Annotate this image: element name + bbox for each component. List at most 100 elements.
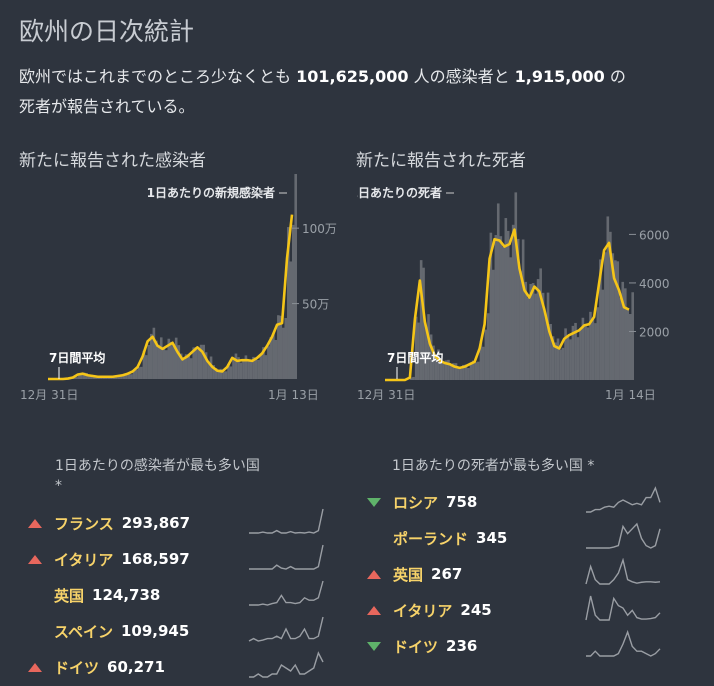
y-tick-label: 50万 (302, 298, 329, 312)
daily-bar (496, 203, 500, 380)
daily-bar (442, 362, 445, 380)
daily-bar (264, 355, 268, 379)
daily-bar (516, 238, 520, 380)
daily-bar (477, 361, 480, 380)
daily-bar (242, 359, 245, 379)
daily-bar (120, 375, 123, 379)
country-name: 英国 (393, 565, 424, 584)
country-name: スペイン (54, 622, 113, 641)
daily-bar (184, 354, 188, 379)
sparkline-path (585, 558, 661, 585)
daily-bar (172, 346, 176, 379)
daily-bar (292, 224, 295, 379)
cases-list-note: * (55, 478, 62, 494)
daily-bar (454, 363, 458, 380)
daily-bar (489, 232, 493, 380)
sparkline (586, 486, 661, 513)
daily-bar (424, 327, 428, 380)
daily-bar (521, 239, 525, 380)
daily-bar (227, 363, 230, 379)
daily-bar (464, 364, 468, 380)
daily-bar (219, 368, 223, 379)
daily-bar (152, 327, 156, 379)
country-row: ドイツ 60,271 (28, 649, 348, 685)
daily-bar (112, 376, 116, 379)
daily-bar (576, 337, 580, 380)
daily-bar (132, 370, 136, 379)
trend-up-icon (367, 565, 383, 583)
daily-bar (149, 333, 153, 379)
average-label: 7日間平均 (49, 350, 105, 365)
country-row: スペイン 109,945 (28, 613, 348, 649)
x-end-label: 1月 14日 (605, 388, 656, 402)
daily-bar (439, 358, 443, 380)
daily-bar (192, 347, 196, 379)
daily-bar (77, 374, 81, 379)
daily-bar (566, 337, 570, 380)
daily-bar (412, 376, 415, 380)
sparkline (249, 580, 324, 606)
daily-bar (594, 323, 597, 380)
country-value: 293,867 (121, 514, 191, 532)
daily-bar (419, 260, 423, 380)
daily-bar (586, 327, 590, 380)
daily-bar (140, 366, 143, 379)
daily-bar (536, 279, 540, 380)
daily-bar (145, 355, 148, 379)
sparkline (585, 595, 661, 621)
daily-bar (244, 355, 248, 379)
daily-bar (414, 316, 418, 380)
average-label: 7日間平均 (387, 350, 443, 365)
country-name: 英国 (54, 586, 85, 605)
daily-bar (212, 365, 215, 379)
daily-bar (162, 347, 166, 379)
daily-bar (574, 322, 577, 380)
daily-bar (437, 349, 440, 380)
daily-bar (581, 317, 585, 380)
daily-bar (167, 338, 171, 379)
daily-bar (452, 363, 455, 380)
daily-bar (519, 271, 523, 380)
country-name: フランス (54, 514, 114, 533)
daily-bar (214, 368, 218, 379)
total-cases: 101,625,000 (296, 67, 409, 86)
daily-bar (631, 292, 634, 380)
daily-bar (247, 359, 250, 379)
sparkline-path (248, 616, 324, 642)
daily-bar (614, 260, 617, 380)
country-row: 英国 267 (367, 556, 687, 592)
daily-bar (209, 356, 213, 379)
daily-bar (486, 313, 490, 380)
daily-bar (289, 261, 293, 379)
country-value: 758 (446, 493, 478, 511)
daily-bar (526, 297, 530, 380)
country-row: ロシア 758 (367, 484, 687, 520)
daily-bar (224, 371, 228, 379)
country-row: 英国 124,738 (28, 577, 348, 613)
daily-bar (511, 224, 515, 380)
summary-pre: 欧州ではこれまでのところ少なくとも (19, 67, 292, 86)
daily-bar (252, 356, 255, 379)
daily-bar (559, 349, 562, 380)
daily-bar (434, 356, 438, 380)
daily-bar (504, 218, 508, 380)
daily-bar (472, 360, 475, 380)
daily-bar (499, 236, 503, 380)
daily-bar (626, 309, 630, 380)
daily-bar (279, 315, 283, 379)
summary-text: 欧州ではこれまでのところ少なくとも 101,625,000 人の感染者と 1,9… (19, 62, 699, 122)
daily-bar (294, 173, 297, 379)
country-value: 124,738 (92, 586, 161, 604)
daily-bar (619, 297, 622, 380)
daily-bar (189, 358, 193, 379)
sparkline (249, 544, 324, 570)
daily-bar (601, 289, 605, 380)
daily-bar (531, 283, 535, 380)
daily-bar (457, 366, 460, 380)
country-value: 60,271 (107, 658, 165, 676)
daily-bar (571, 325, 575, 380)
country-row: イタリア 245 (367, 592, 687, 628)
seven-day-average-line (48, 214, 294, 381)
daily-bar (274, 339, 278, 379)
country-name: ドイツ (54, 658, 100, 677)
